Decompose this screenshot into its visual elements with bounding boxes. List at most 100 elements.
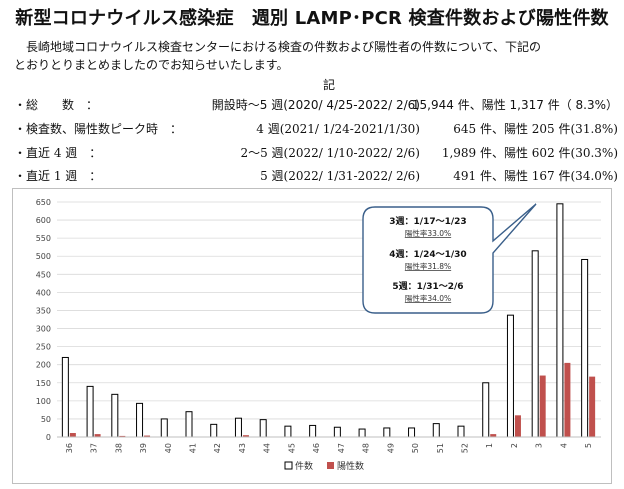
bar-positive bbox=[514, 415, 521, 437]
summary-result: 491 件、陽性 167 件(34.0%) bbox=[453, 169, 618, 183]
page-title: 新型コロナウイルス感染症 週別 LAMP･PCR 検査件数および陽性件数 bbox=[15, 8, 609, 29]
bar-count bbox=[160, 418, 168, 438]
bar-count bbox=[383, 427, 391, 438]
bar-count bbox=[506, 314, 514, 438]
y-tick-label: 450 bbox=[36, 270, 51, 279]
bar-count bbox=[482, 382, 490, 438]
summary-row-last1: ・直近 1 週 ： 5 週(2022/ 1/31-2022/ 2/6) 491 … bbox=[14, 167, 618, 185]
y-tick-label: 350 bbox=[36, 306, 51, 315]
x-tick-label: 1 bbox=[485, 443, 494, 448]
bar-count bbox=[531, 250, 539, 438]
summary-period: 開設時～5 週(2020/ 4/25-2022/ 2/6) bbox=[211, 98, 420, 112]
x-tick-label: 47 bbox=[337, 443, 346, 453]
bar-positive bbox=[539, 375, 546, 437]
summary-period: 4 週(2021/ 1/24-2021/1/30) bbox=[256, 122, 420, 136]
y-tick-label: 400 bbox=[36, 288, 51, 297]
bar-count bbox=[309, 424, 317, 438]
bar-positive bbox=[144, 435, 151, 437]
chart-frame: 0 50 100 150 200 250 300 350 400 450 500 550 600 650 … bbox=[12, 188, 612, 484]
x-tick-label: 2 bbox=[510, 443, 519, 448]
bar-count bbox=[333, 426, 341, 438]
bar-count bbox=[408, 427, 416, 438]
bar-positive bbox=[119, 435, 126, 437]
bar-positive bbox=[490, 434, 497, 437]
y-tick-label: 0 bbox=[46, 433, 51, 442]
x-tick-label: 50 bbox=[411, 443, 420, 453]
bar-count bbox=[284, 425, 292, 438]
summary-row-total: ・総 数 ： 開設時～5 週(2020/ 4/25-2022/ 2/6) 15,… bbox=[14, 96, 618, 114]
bar-positive bbox=[564, 362, 571, 437]
bar-chart: 050100150200250300350400450500550600650 … bbox=[36, 198, 601, 472]
y-tick-label: 250 bbox=[36, 343, 51, 352]
bar-count bbox=[556, 203, 564, 438]
x-tick-label: 41 bbox=[189, 443, 198, 453]
y-tick-label: 300 bbox=[36, 325, 51, 334]
bar-positive bbox=[94, 434, 101, 437]
summary-row-peak: ・検査数、陽性数ピーク時 ： 4 週(2021/ 1/24-2021/1/30)… bbox=[14, 120, 618, 138]
summary-label: ・総 数 ： bbox=[14, 98, 99, 112]
x-tick-label: 36 bbox=[65, 443, 74, 453]
x-tick-label: 52 bbox=[461, 443, 470, 453]
bar-count bbox=[61, 356, 69, 438]
y-axis: 0 50 100 150 200 250 300 350 400 450 500 550 600 650 bbox=[36, 198, 51, 442]
x-tick-label: 46 bbox=[312, 443, 321, 453]
gridlines bbox=[57, 201, 601, 438]
x-tick-label: 43 bbox=[238, 443, 247, 453]
summary-label: ・直近 1 週 ： bbox=[14, 169, 102, 183]
y-tick-label: 600 bbox=[36, 216, 51, 225]
bar-count bbox=[86, 385, 94, 438]
summary-period: 2～5 週(2022/ 1/10-2022/ 2/6) bbox=[240, 146, 420, 160]
intro-text: 長崎地域コロナウイルス検査センターにおける検査の件数および陽性者の件数について、… bbox=[14, 38, 614, 74]
bar-count bbox=[358, 428, 366, 438]
callout-rate-3: 陽性率33.0% bbox=[405, 228, 451, 238]
bar-count bbox=[136, 402, 144, 438]
legend-label-count: 件数 bbox=[295, 460, 313, 472]
x-tick-label: 51 bbox=[436, 443, 445, 453]
summary-result: 1,989 件、陽性 602 件(30.3%) bbox=[441, 146, 618, 160]
x-axis: 36 37 38 39 40 41 42 43 44 45 46 47 48 49 50 51 52 1 2 3 4 5 bbox=[57, 436, 601, 453]
callout-bubble: 3週：1/17～1/23 陽性率33.0% 4週：1/24～1/30 陽性率31… bbox=[362, 203, 537, 314]
y-tick-label: 100 bbox=[36, 397, 51, 406]
callout-shape bbox=[362, 203, 537, 314]
y-tick-label: 200 bbox=[36, 361, 51, 370]
callout-rate-4: 陽性率31.8% bbox=[405, 261, 451, 271]
summary-label: ・直近 4 週 ： bbox=[14, 146, 102, 160]
intro-line-1: 長崎地域コロナウイルス検査センターにおける検査の件数および陽性者の件数について、… bbox=[14, 40, 542, 54]
bar-count bbox=[581, 258, 589, 438]
bar-count bbox=[111, 393, 119, 438]
bars bbox=[61, 203, 596, 438]
bar-count bbox=[259, 419, 267, 438]
x-tick-label: 39 bbox=[139, 443, 148, 453]
y-tick-label: 500 bbox=[36, 252, 51, 261]
bar-count bbox=[234, 417, 242, 438]
bar-positive bbox=[589, 376, 596, 437]
bar-count bbox=[457, 425, 465, 438]
x-tick-label: 38 bbox=[114, 443, 123, 453]
legend-swatch-positive bbox=[327, 462, 334, 469]
x-tick-label: 37 bbox=[90, 443, 99, 453]
x-tick-label: 4 bbox=[559, 443, 568, 448]
y-tick-label: 650 bbox=[36, 198, 51, 207]
callout-week-3: 3週：1/17～1/23 bbox=[389, 216, 466, 227]
x-tick-label: 40 bbox=[164, 443, 173, 453]
legend: 件数 陽性数 bbox=[284, 460, 364, 472]
bar-positive bbox=[69, 433, 76, 437]
callout-week-4: 4週：1/24～1/30 bbox=[389, 249, 466, 260]
ki-heading: 記 bbox=[323, 78, 336, 92]
y-tick-label: 550 bbox=[36, 234, 51, 243]
summary-row-last4: ・直近 4 週 ： 2～5 週(2022/ 1/10-2022/ 2/6) 1,… bbox=[14, 144, 618, 162]
x-tick-label: 5 bbox=[584, 443, 593, 448]
bar-positive bbox=[242, 435, 249, 437]
intro-line-2: とおりとりまとめましたのでお知らせいたします。 bbox=[14, 58, 289, 72]
legend-swatch-count bbox=[284, 461, 293, 470]
summary-result: 15,944 件、陽性 1,317 件（ 8.3%） bbox=[411, 98, 618, 112]
callout-week-5: 5週：1/31～2/6 bbox=[392, 281, 463, 292]
y-tick-label: 150 bbox=[36, 379, 51, 388]
bar-count bbox=[210, 423, 218, 438]
x-tick-label: 44 bbox=[263, 443, 272, 453]
summary-label: ・検査数、陽性数ピーク時 ： bbox=[14, 122, 183, 136]
summary-result: 645 件、陽性 205 件(31.8%) bbox=[453, 122, 618, 136]
callout-rate-5: 陽性率34.0% bbox=[405, 293, 451, 303]
x-tick-label: 45 bbox=[287, 443, 296, 453]
x-tick-label: 3 bbox=[535, 443, 544, 448]
